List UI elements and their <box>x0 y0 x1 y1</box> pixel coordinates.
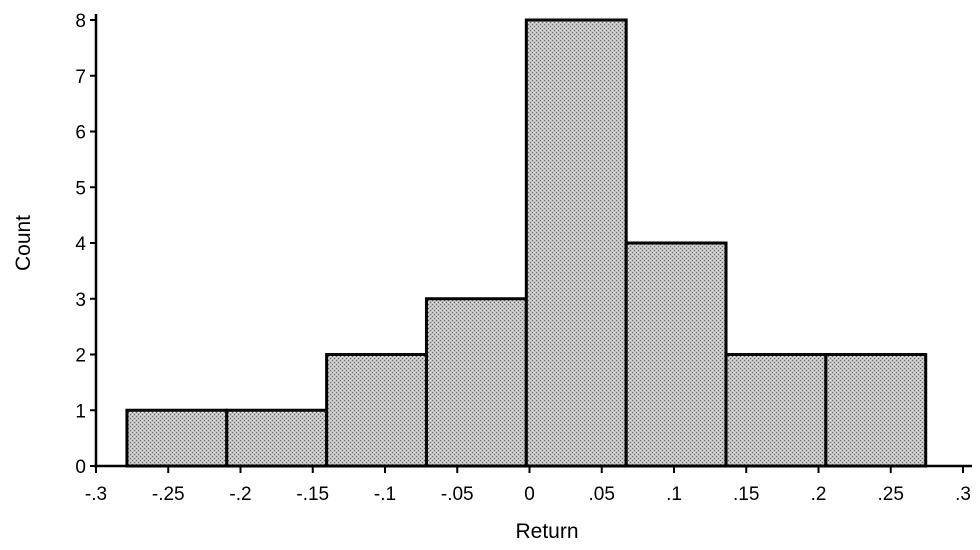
y-axis-title: Count <box>12 215 35 271</box>
x-axis-title: Return <box>515 520 578 543</box>
y-tick-label: 4 <box>75 234 86 255</box>
y-tick-label: 7 <box>75 67 86 88</box>
histogram-bar-5 <box>524 18 628 468</box>
x-tick-label: 0 <box>524 484 535 505</box>
histogram-bar-8 <box>824 353 928 468</box>
x-tick-label: -.05 <box>441 484 474 505</box>
x-tick-label: .2 <box>811 484 827 505</box>
x-tick-label: -.2 <box>229 484 251 505</box>
x-tick-label: .05 <box>589 484 615 505</box>
histogram-bar-6 <box>624 241 728 468</box>
y-axis-ticks: 0 1 2 3 4 5 6 7 8 <box>75 11 96 478</box>
x-tick-label: .25 <box>878 484 904 505</box>
y-tick-label: 1 <box>75 401 86 422</box>
x-tick-label: -.25 <box>152 484 185 505</box>
x-tick-label: -.15 <box>296 484 329 505</box>
y-tick-label: 5 <box>75 178 86 199</box>
x-tick-label: -.1 <box>374 484 396 505</box>
x-tick-label: -.3 <box>85 484 107 505</box>
histogram-bar-3 <box>325 353 428 468</box>
histogram-bar-4 <box>424 297 528 468</box>
bars-group <box>125 18 928 468</box>
y-tick-label: 0 <box>75 457 86 478</box>
y-tick-label: 2 <box>75 346 86 367</box>
y-tick-label: 6 <box>75 123 86 144</box>
histogram-bar-2 <box>225 408 329 468</box>
x-tick-label: .15 <box>733 484 759 505</box>
x-tick-label: .1 <box>666 484 682 505</box>
x-axis-ticks: -.3 -.25 -.2 -.15 -.1 -.05 0 .05 .1 .15 .2 .25 .3 <box>85 466 971 505</box>
y-tick-label: 3 <box>75 290 86 311</box>
histogram-bar-1 <box>125 408 229 468</box>
x-tick-label: .3 <box>955 484 971 505</box>
y-tick-label: 8 <box>75 11 86 32</box>
histogram-bar-7 <box>724 353 828 468</box>
